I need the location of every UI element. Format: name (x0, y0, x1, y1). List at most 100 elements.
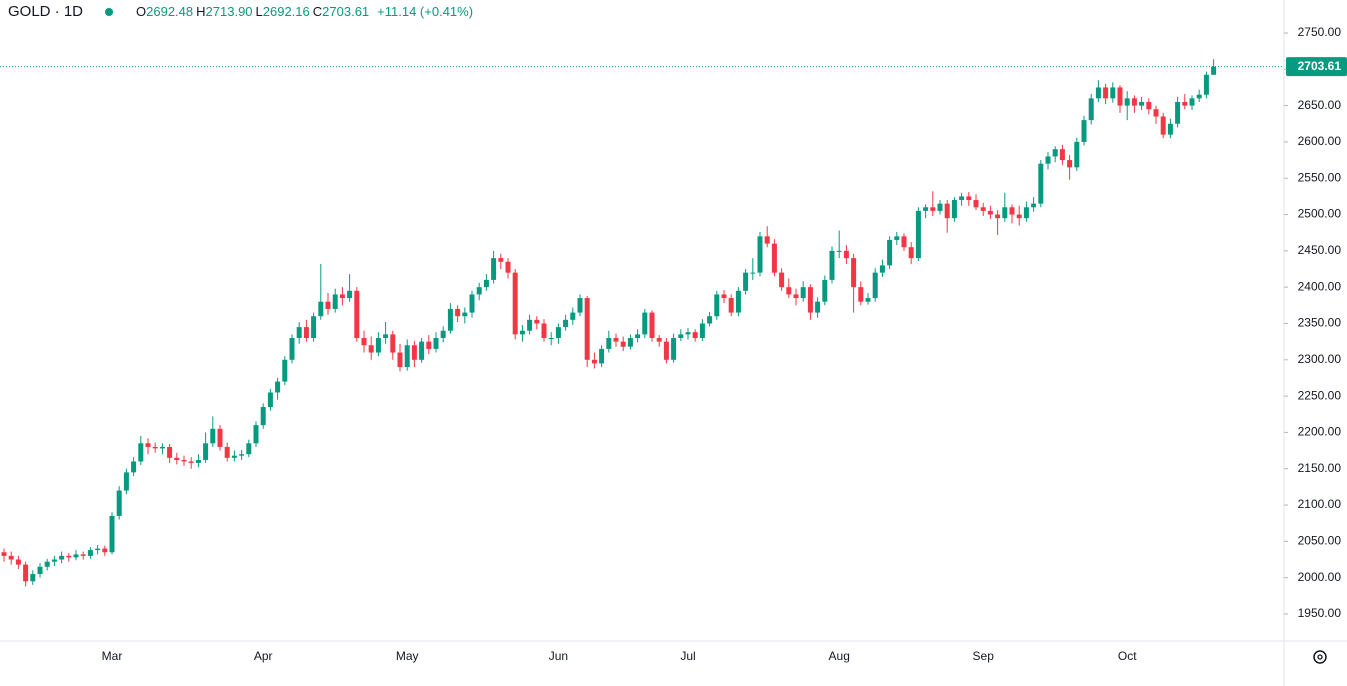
y-tick-label: 2500.00 (1298, 207, 1342, 221)
candle-body (1023, 207, 1029, 219)
candle-body (375, 338, 381, 353)
field-value: 2713.90 (205, 4, 253, 19)
candle-body (332, 294, 338, 309)
candle-body (188, 461, 194, 463)
y-tick-label: 1950.00 (1298, 606, 1342, 620)
candle-body (397, 352, 403, 368)
candle-body (915, 210, 921, 259)
candle-body (426, 341, 432, 349)
candle-body (224, 446, 230, 458)
field-key: L (255, 4, 263, 19)
y-tick-label: 2000.00 (1298, 570, 1342, 584)
candle-body (699, 323, 705, 339)
candle-body (138, 443, 144, 462)
y-tick-label: 2050.00 (1298, 534, 1342, 548)
candle-body (951, 200, 957, 219)
candle-body (383, 334, 389, 339)
candle-body (959, 196, 965, 201)
candle-body (527, 319, 533, 331)
candle-body (887, 239, 893, 266)
candle-body (253, 425, 259, 444)
candle-body (620, 341, 626, 347)
candle-body (30, 574, 36, 582)
x-tick-label: Sep (973, 649, 995, 663)
y-tick-label: 2300.00 (1298, 352, 1342, 366)
candle-body (678, 334, 684, 339)
candle-body (167, 446, 173, 458)
candle-body (627, 338, 633, 347)
candle-body (721, 294, 727, 299)
candle-body (311, 316, 317, 339)
candle-body (1052, 149, 1058, 157)
field-value: 2703.61 (322, 4, 370, 19)
candle-body (476, 287, 482, 295)
candle-body (210, 428, 216, 444)
candle-body (635, 334, 641, 339)
x-tick-label: May (396, 649, 419, 663)
candle-body (512, 272, 518, 335)
candle-body (505, 261, 511, 273)
candle-body (807, 287, 813, 313)
candle-body (491, 258, 497, 280)
change: +11.14 (+0.41%) (377, 4, 474, 19)
field-value: 2692.16 (262, 4, 310, 19)
candle-body (361, 338, 367, 346)
candle-body (555, 327, 561, 339)
candle-body (282, 359, 288, 382)
candle-body (584, 298, 590, 360)
candle-body (685, 332, 691, 335)
candle-body (1167, 123, 1173, 135)
x-tick-label: Apr (254, 649, 273, 663)
candle-body (923, 207, 929, 211)
candle-body (203, 443, 209, 461)
gear[interactable] (1313, 650, 1327, 664)
candle-body (714, 294, 720, 317)
settings-icon[interactable] (1313, 650, 1327, 664)
x-tick-label: Jul (680, 649, 695, 663)
candle-body (339, 294, 345, 299)
candle-body (145, 443, 151, 447)
candle-body (656, 338, 662, 342)
gear-hub[interactable] (1317, 654, 1323, 660)
candle-body (80, 554, 86, 556)
candle-body (440, 330, 446, 339)
candle-body (980, 207, 986, 211)
ohlc-fields: O2692.48 H2713.90 L2692.16 C2703.61 (133, 4, 369, 19)
candle-body (95, 548, 101, 551)
candle-body (1124, 98, 1130, 106)
candle-body (966, 196, 972, 201)
candle-body (116, 490, 122, 516)
candle-body (642, 312, 648, 335)
candle-body (1110, 87, 1116, 99)
candle-body (1182, 101, 1188, 106)
candle-body (152, 446, 158, 449)
y-tick-label: 2450.00 (1298, 243, 1342, 257)
candle-body (822, 279, 828, 302)
candle-body (613, 338, 619, 342)
candle-body (296, 327, 302, 339)
candle-body (995, 214, 1001, 219)
candle-body (102, 548, 108, 553)
candle-body (591, 359, 597, 364)
y-tick-label: 2550.00 (1298, 170, 1342, 184)
candle-body (1059, 149, 1065, 161)
candle-body (275, 381, 281, 393)
field-key: C (312, 4, 323, 19)
y-tick-label: 2600.00 (1298, 134, 1342, 148)
candle-body (865, 298, 871, 302)
candle-body (649, 312, 655, 339)
candle-body (800, 287, 806, 299)
candle-body (59, 555, 65, 560)
x-tick-label: Aug (829, 649, 850, 663)
candle-body (1088, 98, 1094, 121)
last-price-label: 2703.61 (1298, 59, 1342, 73)
candle-body (217, 428, 223, 447)
candle-body (599, 348, 605, 364)
candle-body (663, 341, 669, 360)
candle-body (174, 457, 180, 461)
candle-body (743, 272, 749, 291)
candle-body (1131, 98, 1137, 106)
candle-body (433, 338, 439, 349)
candle-body (1189, 98, 1195, 106)
